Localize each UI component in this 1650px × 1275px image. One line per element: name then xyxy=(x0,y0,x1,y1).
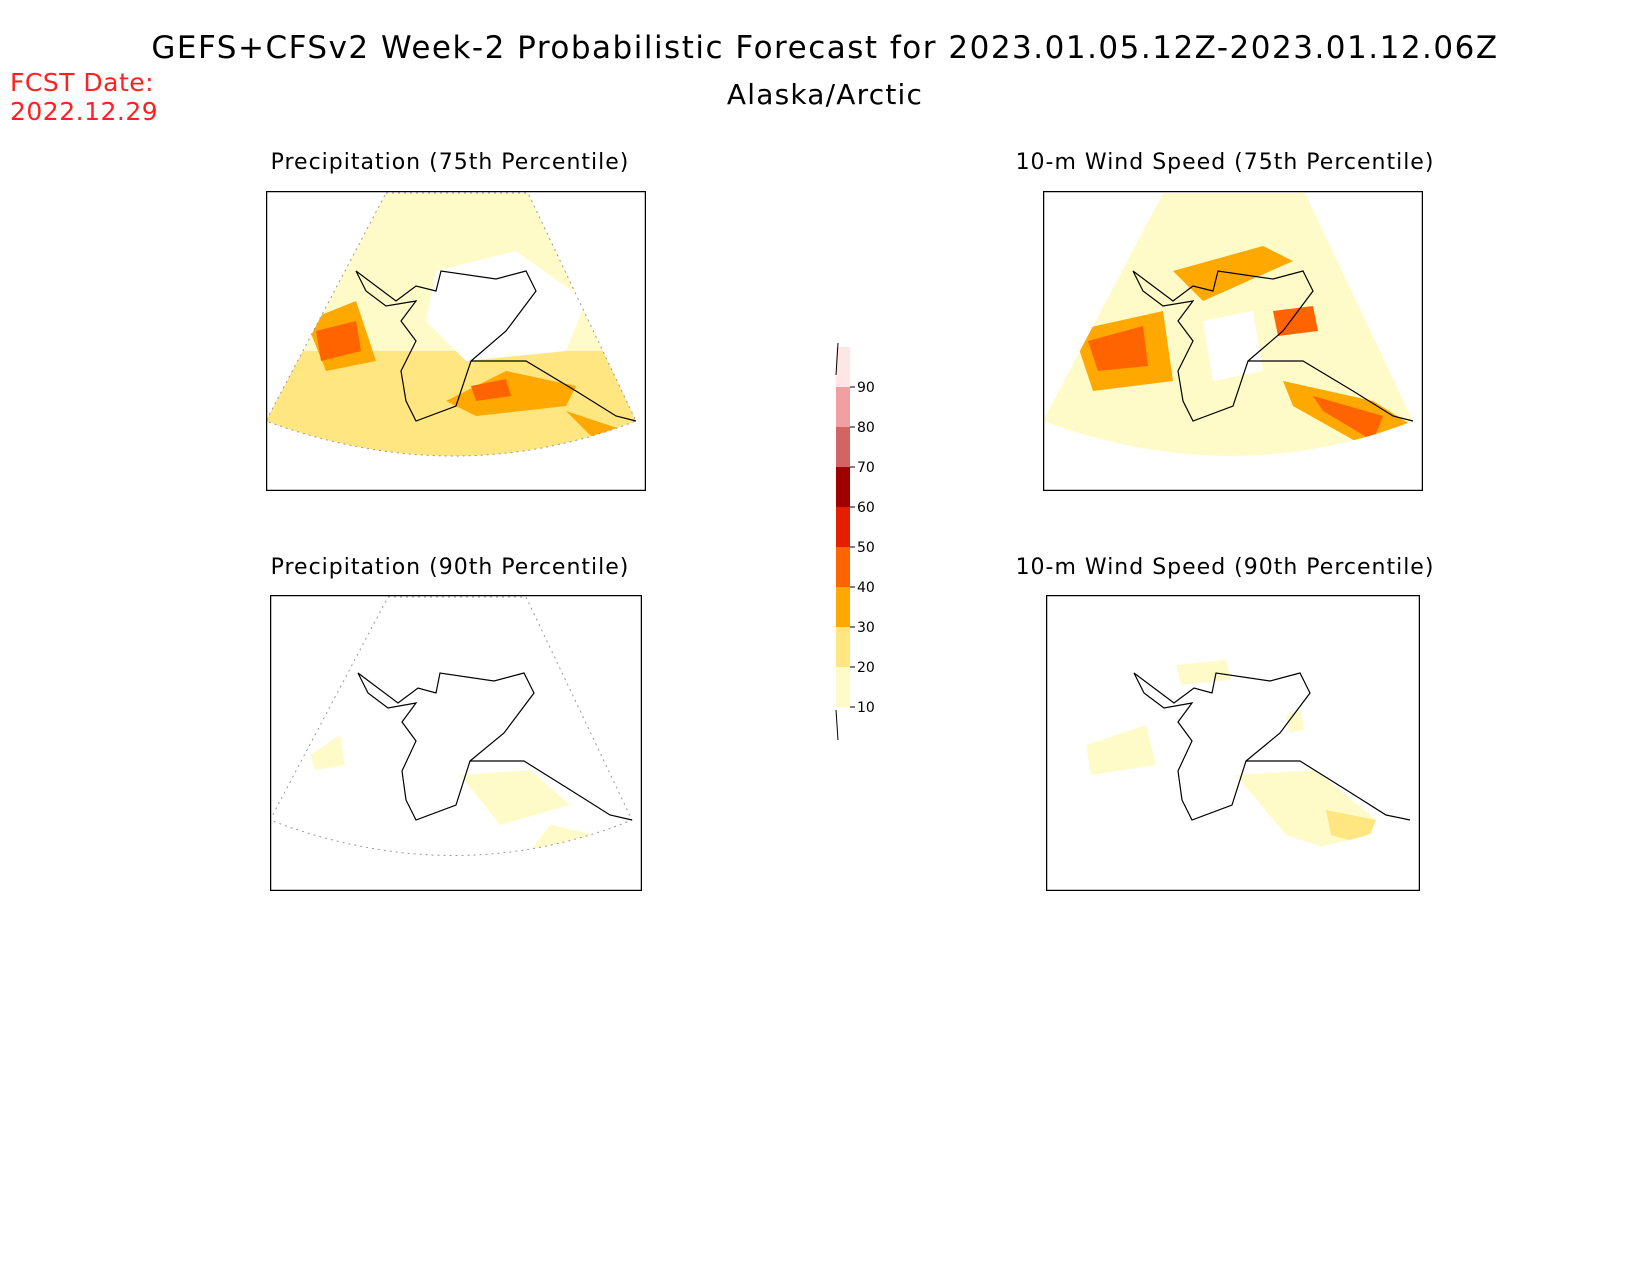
colorbar-swatch xyxy=(836,427,850,467)
panel-title-wind-90: 10-m Wind Speed (90th Percentile) xyxy=(1015,555,1435,580)
page-title: GEFS+CFSv2 Week-2 Probabilistic Forecast… xyxy=(151,30,1499,66)
colorbar-swatch xyxy=(836,627,850,667)
colorbar-tick-label: 90 xyxy=(857,380,875,396)
colorbar-tick-label: 60 xyxy=(857,500,875,516)
map-wind-75 xyxy=(1043,191,1423,491)
map-precip-90 xyxy=(270,595,642,891)
map-wind-90 xyxy=(1046,595,1420,891)
forecast-date-value: 2022.12.29 xyxy=(10,97,159,126)
colorbar-swatch xyxy=(836,507,850,547)
colorbar-swatch xyxy=(836,667,850,707)
colorbar-tick-label: 10 xyxy=(857,700,875,716)
panel-title-precip-90: Precipitation (90th Percentile) xyxy=(270,555,630,580)
colorbar-tick-label: 20 xyxy=(857,660,875,676)
colorbar-tick-label: 50 xyxy=(857,540,875,556)
panel-title-precip-75: Precipitation (75th Percentile) xyxy=(270,150,630,175)
forecast-date-label: FCST Date: 2022.12.29 xyxy=(10,68,158,126)
colorbar-swatch xyxy=(836,587,850,627)
colorbar-tick-label: 40 xyxy=(857,580,875,596)
colorbar-tick-label: 80 xyxy=(857,420,875,436)
region-subtitle: Alaska/Arctic xyxy=(726,78,924,111)
colorbar-swatch xyxy=(836,547,850,587)
colorbar-legend: 10 20 30 40 50 60 70 80 90 xyxy=(835,342,875,741)
colorbar-swatch xyxy=(836,467,850,507)
colorbar-tick-label: 70 xyxy=(857,460,875,476)
map-precip-75 xyxy=(266,191,646,491)
colorbar-swatch xyxy=(836,347,850,387)
forecast-date-caption: FCST Date: xyxy=(10,68,155,97)
panel-title-wind-75: 10-m Wind Speed (75th Percentile) xyxy=(1015,150,1435,175)
colorbar-tick-label: 30 xyxy=(857,620,875,636)
colorbar-swatch xyxy=(836,387,850,427)
